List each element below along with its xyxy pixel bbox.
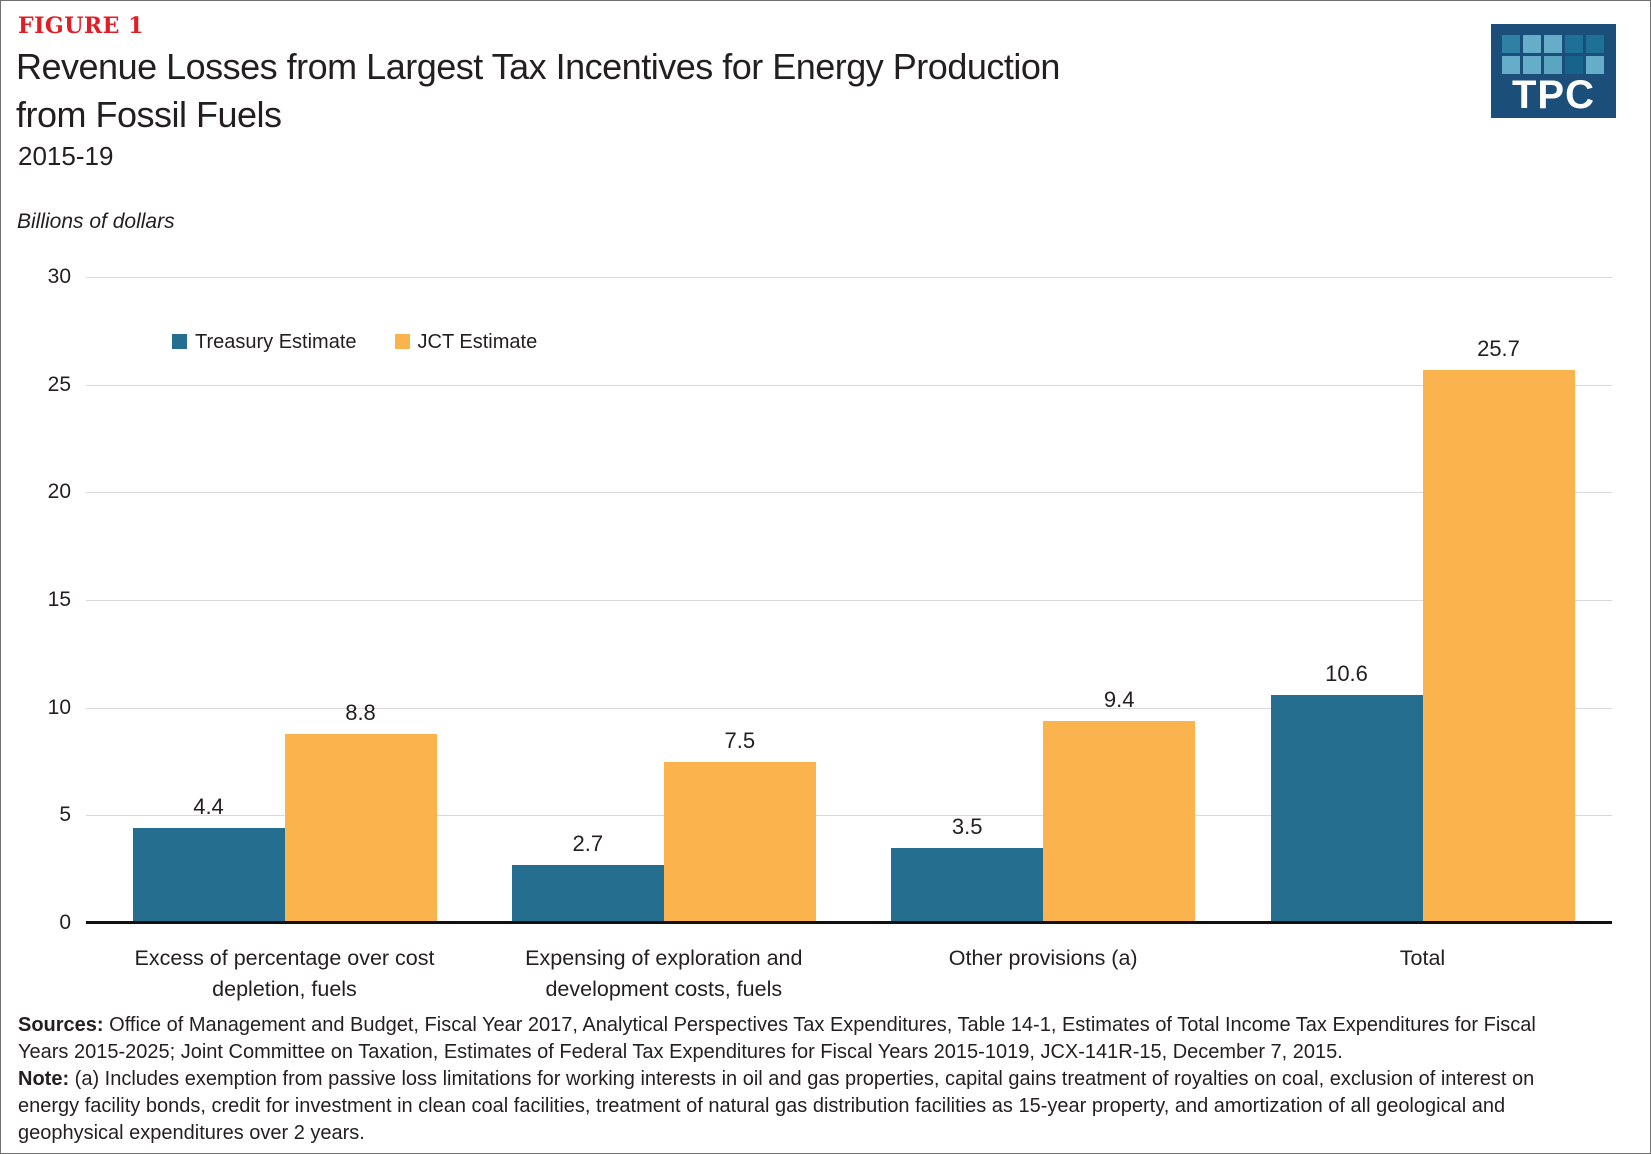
figure-number-label: FIGURE 1 xyxy=(18,13,144,39)
note-line-1: Note: (a) Includes exemption from passiv… xyxy=(18,1068,1535,1090)
tpc-logo-squares xyxy=(1501,35,1606,74)
plot-area: 4.4 2.7 3.5 10.6 8.8 7.5 9.4 25.7 xyxy=(86,277,1612,923)
chart-legend: Treasury Estimate JCT Estimate xyxy=(172,331,537,353)
bar-jct-estimate-2 xyxy=(1043,720,1196,923)
tpc-logo-square-3 xyxy=(1564,35,1583,53)
sources-label: Sources: xyxy=(18,1014,104,1036)
legend-label-jct: JCT Estimate xyxy=(417,331,538,353)
bar-value-jct-estimate-2: 9.4 xyxy=(1103,686,1135,712)
legend-label-treasury: Treasury Estimate xyxy=(195,331,357,353)
y-tick-30: 30 xyxy=(47,265,71,288)
tpc-logo-square-6 xyxy=(1522,56,1541,74)
legend-item-treasury-estimate: Treasury Estimate xyxy=(172,331,357,353)
bar-jct-estimate-0 xyxy=(284,733,437,923)
bar-jct-estimate-1 xyxy=(663,761,816,923)
bar-treasury-estimate-0 xyxy=(132,828,285,923)
y-tick-5: 5 xyxy=(59,803,71,827)
tpc-logo-square-5 xyxy=(1501,56,1520,74)
sources-line-2: Years 2015-2025; Joint Committee on Taxa… xyxy=(18,1041,1343,1063)
legend-swatch-jct xyxy=(394,334,410,349)
footer-notes: Sources: Office of Management and Budget… xyxy=(18,1012,1638,1147)
gridline-15 xyxy=(86,600,1612,601)
tpc-logo-square-2 xyxy=(1543,35,1562,53)
y-tick-20: 20 xyxy=(47,480,71,504)
note-line-2: energy facility bonds, credit for invest… xyxy=(18,1095,1506,1117)
tpc-logo-square-7 xyxy=(1543,56,1562,74)
tpc-logo-square-1 xyxy=(1522,35,1541,53)
tpc-logo: TPC xyxy=(1491,24,1616,118)
chart-title-line2: from Fossil Fuels xyxy=(16,94,282,135)
bar-jct-estimate-3 xyxy=(1422,369,1575,923)
gridline-10 xyxy=(86,707,1612,709)
tpc-logo-square-8 xyxy=(1564,56,1583,74)
y-axis-units-label: Billions of dollars xyxy=(17,210,175,233)
gridline-30 xyxy=(86,277,1612,278)
note-label: Note: xyxy=(18,1068,70,1090)
chart-title: Revenue Losses from Largest Tax Incentiv… xyxy=(16,43,1060,139)
gridline-20 xyxy=(86,492,1612,494)
y-tick-10: 10 xyxy=(47,695,71,719)
tpc-logo-square-9 xyxy=(1585,56,1604,74)
tpc-logo-square-4 xyxy=(1585,35,1604,53)
category-label-1: Expensing of exploration and development… xyxy=(525,946,803,1001)
category-label-0: Excess of percentage over cost depletion… xyxy=(134,946,435,1001)
category-label-3: Total xyxy=(1399,946,1446,970)
gridline-25 xyxy=(86,384,1612,386)
bar-value-jct-estimate-3: 25.7 xyxy=(1477,335,1520,361)
gridline-5 xyxy=(86,815,1612,817)
note-line-3: geophysical expenditures over 2 years. xyxy=(18,1122,365,1144)
sources-line-1: Sources: Office of Management and Budget… xyxy=(18,1014,1536,1036)
bar-treasury-estimate-1 xyxy=(511,864,664,923)
chart-subtitle-years: 2015-19 xyxy=(18,141,114,171)
y-tick-0: 0 xyxy=(59,911,71,934)
bar-value-jct-estimate-0: 8.8 xyxy=(345,699,376,725)
bar-treasury-estimate-2 xyxy=(891,847,1044,923)
bar-treasury-estimate-3 xyxy=(1270,694,1423,923)
bar-value-jct-estimate-1: 7.5 xyxy=(724,727,756,753)
legend-swatch-treasury xyxy=(172,334,187,349)
y-tick-15: 15 xyxy=(47,588,71,611)
chart-title-line1: Revenue Losses from Largest Tax Incentiv… xyxy=(16,46,1060,87)
bar-value-treasury-estimate-0: 4.4 xyxy=(193,794,224,820)
bar-value-treasury-estimate-3: 10.6 xyxy=(1325,660,1368,686)
x-axis-line xyxy=(86,921,1612,924)
bar-value-treasury-estimate-1: 2.7 xyxy=(572,830,604,856)
bar-value-treasury-estimate-2: 3.5 xyxy=(951,813,983,839)
y-tick-25: 25 xyxy=(47,372,71,396)
category-label-2: Other provisions (a) xyxy=(948,946,1138,970)
tpc-logo-square-0 xyxy=(1501,35,1520,53)
legend-item-jct-estimate: JCT Estimate xyxy=(394,331,538,353)
tpc-logo-text: TPC xyxy=(1512,73,1595,117)
